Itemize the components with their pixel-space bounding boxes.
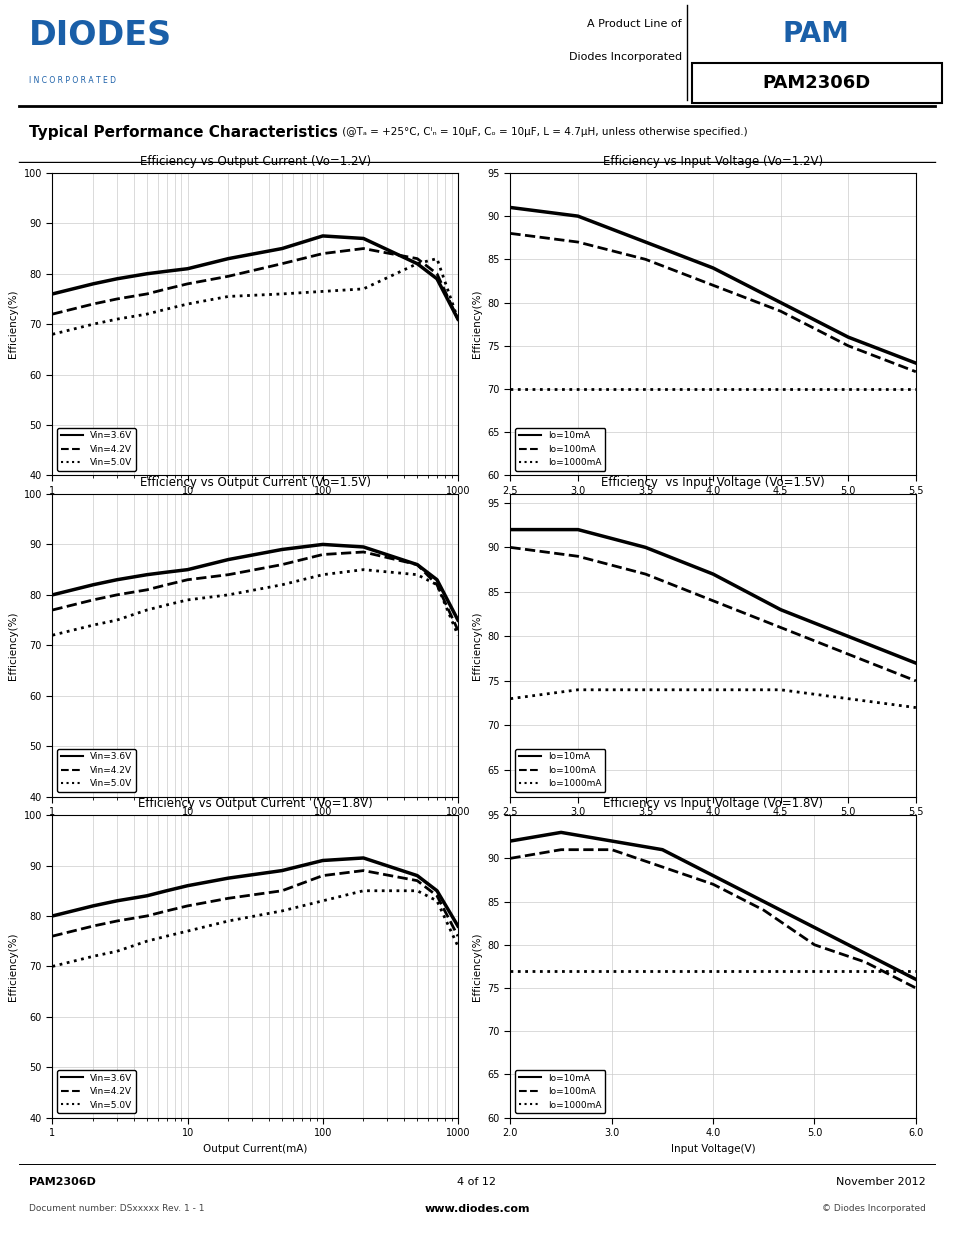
X-axis label: Input Voltage(V): Input Voltage(V) (670, 501, 755, 511)
Y-axis label: Efficiency(%): Efficiency(%) (9, 932, 18, 1000)
Legend: Vin=3.6V, Vin=4.2V, Vin=5.0V: Vin=3.6V, Vin=4.2V, Vin=5.0V (57, 427, 136, 471)
Text: November 2012: November 2012 (835, 1177, 924, 1187)
Text: PAM2306D: PAM2306D (29, 1177, 95, 1187)
Y-axis label: Efficiency(%): Efficiency(%) (472, 290, 481, 358)
Text: 4 of 12: 4 of 12 (457, 1177, 496, 1187)
Title: Efficiency vs Output Current (Vo=1.5V): Efficiency vs Output Current (Vo=1.5V) (139, 475, 371, 489)
X-axis label: Output Current(mA): Output Current(mA) (203, 1144, 307, 1153)
Text: PAM: PAM (781, 20, 848, 48)
Title: Efficiency vs Output Current (Vo=1.2V): Efficiency vs Output Current (Vo=1.2V) (139, 154, 371, 168)
Text: PAM2306D: PAM2306D (761, 74, 870, 91)
FancyBboxPatch shape (691, 63, 941, 103)
Text: DIODES: DIODES (29, 19, 172, 52)
Text: I N C O R P O R A T E D: I N C O R P O R A T E D (29, 75, 115, 84)
Y-axis label: Efficiency(%): Efficiency(%) (472, 932, 481, 1000)
Text: Document number: DSxxxxx Rev. 1 - 1: Document number: DSxxxxx Rev. 1 - 1 (29, 1204, 204, 1214)
Text: (@Tₐ = +25°C, Cᴵₙ = 10μF, Cₒ = 10μF, L = 4.7μH, unless otherwise specified.): (@Tₐ = +25°C, Cᴵₙ = 10μF, Cₒ = 10μF, L =… (338, 127, 746, 137)
Title: Efficiency vs Output Current  (Vo=1.8V): Efficiency vs Output Current (Vo=1.8V) (137, 797, 373, 810)
Title: Efficiency vs Input Voltage (Vo=1.8V): Efficiency vs Input Voltage (Vo=1.8V) (602, 797, 822, 810)
Title: Efficiency  vs Input Voltage (Vo=1.5V): Efficiency vs Input Voltage (Vo=1.5V) (600, 475, 824, 489)
Legend: Io=10mA, Io=100mA, Io=1000mA: Io=10mA, Io=100mA, Io=1000mA (515, 1070, 605, 1113)
Text: Diodes Incorporated: Diodes Incorporated (568, 52, 681, 63)
X-axis label: Input Voltage(V): Input Voltage(V) (670, 1144, 755, 1153)
Legend: Vin=3.6V, Vin=4.2V, Vin=5.0V: Vin=3.6V, Vin=4.2V, Vin=5.0V (57, 748, 136, 792)
Legend: Vin=3.6V, Vin=4.2V, Vin=5.0V: Vin=3.6V, Vin=4.2V, Vin=5.0V (57, 1070, 136, 1113)
X-axis label: Output Current(mA): Output Current(mA) (203, 823, 307, 832)
Legend: Io=10mA, Io=100mA, Io=1000mA: Io=10mA, Io=100mA, Io=1000mA (515, 427, 605, 471)
X-axis label: Output Current(mA): Output Current(mA) (203, 501, 307, 511)
Y-axis label: Efficiency(%): Efficiency(%) (472, 611, 481, 679)
Text: A Product Line of: A Product Line of (587, 19, 681, 28)
X-axis label: Input Voltage(V): Input Voltage(V) (670, 823, 755, 832)
Y-axis label: Efficiency(%): Efficiency(%) (9, 290, 18, 358)
Y-axis label: Efficiency(%): Efficiency(%) (9, 611, 18, 679)
Text: www.diodes.com: www.diodes.com (424, 1204, 529, 1214)
Text: © Diodes Incorporated: © Diodes Incorporated (821, 1204, 924, 1214)
Title: Efficiency vs Input Voltage (Vo=1.2V): Efficiency vs Input Voltage (Vo=1.2V) (602, 154, 822, 168)
Text: Typical Performance Characteristics: Typical Performance Characteristics (29, 125, 337, 140)
Legend: Io=10mA, Io=100mA, Io=1000mA: Io=10mA, Io=100mA, Io=1000mA (515, 748, 605, 792)
